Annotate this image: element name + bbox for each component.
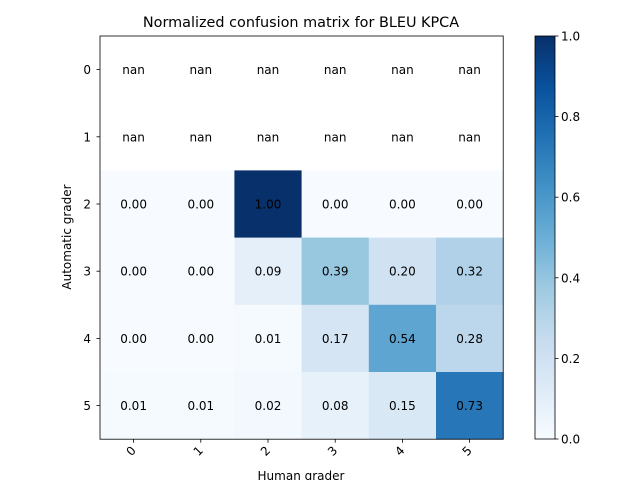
heatmap-cell	[100, 103, 168, 171]
cell-value-label: nan	[257, 130, 280, 144]
heatmap-cell	[301, 103, 370, 171]
x-tick-label: 3	[325, 443, 340, 458]
heatmap-cell	[301, 372, 370, 440]
x-tick-label: 2	[258, 443, 273, 458]
cell-value-label: 0.01	[255, 332, 282, 346]
heatmap-cell	[167, 36, 235, 104]
heatmap-cell	[167, 237, 235, 306]
y-tick-label: 4	[83, 332, 91, 346]
heatmap-cell	[234, 304, 302, 373]
cell-value-label: 0.08	[322, 399, 349, 413]
heatmap-matrix: nan nan nan nan nan nan nan nan nan nan nan nan 0.00…	[83, 35, 504, 459]
cell-value-label: 0.00	[322, 198, 349, 212]
heatmap-cell	[368, 103, 437, 171]
cell-value-label: 0.28	[456, 332, 483, 346]
colorbar-tick-label: 0.4	[561, 271, 580, 285]
cell-value-label: 0.39	[322, 265, 349, 279]
cell-value-label: 0.01	[120, 399, 147, 413]
cell-value-label: 0.20	[389, 265, 416, 279]
colorbar-gradient	[534, 35, 556, 440]
heatmap-cell	[436, 372, 504, 440]
x-tick-label: 0	[123, 443, 138, 458]
cell-value-label: 0.09	[255, 265, 282, 279]
x-axis-label: Human grader	[258, 469, 345, 480]
cell-value-label: 0.00	[120, 332, 147, 346]
cell-value-label: nan	[391, 130, 414, 144]
cell-value-label: 0.73	[456, 399, 483, 413]
cell-value-label: nan	[122, 130, 145, 144]
y-tick-label: 0	[83, 63, 91, 77]
heatmap-cell	[100, 237, 168, 306]
cell-value-label: 0.54	[389, 332, 416, 346]
y-tick-label: 1	[83, 130, 91, 144]
cell-value-label: 0.00	[120, 198, 147, 212]
cell-value-label: nan	[458, 130, 481, 144]
heatmap-cell	[368, 237, 437, 306]
heatmap-cell	[167, 103, 235, 171]
heatmap-cell	[100, 170, 168, 238]
cell-value-label: 0.00	[389, 198, 416, 212]
heatmap-cell	[234, 36, 302, 104]
heatmap-cell	[436, 103, 504, 171]
heatmap-cell	[234, 237, 302, 306]
heatmap-cell	[234, 103, 302, 171]
cell-value-label: nan	[257, 63, 280, 77]
heatmap-cell	[436, 36, 504, 104]
cell-value-label: 0.02	[255, 399, 282, 413]
heatmap-cell	[301, 237, 370, 306]
heatmap-cell	[234, 170, 302, 238]
cell-value-label: nan	[190, 130, 213, 144]
heatmap-cell	[167, 372, 235, 440]
heatmap-cell	[100, 304, 168, 373]
y-tick-label: 5	[83, 399, 91, 413]
colorbar-tick-label: 0.6	[561, 191, 580, 205]
heatmap-cell	[301, 36, 370, 104]
cell-value-label: 0.17	[322, 332, 349, 346]
heatmap-cell	[234, 372, 302, 440]
colorbar-tick-label: 0.8	[561, 110, 580, 124]
heatmap-cell	[436, 170, 504, 238]
cell-value-label: 0.32	[456, 265, 483, 279]
heatmap-cell	[368, 372, 437, 440]
heatmap-cell	[301, 170, 370, 238]
colorbar: 0.0 0.2 0.4 0.6 0.8 1.0	[534, 30, 580, 447]
cell-value-label: 0.00	[456, 198, 483, 212]
heatmap-cell	[436, 304, 504, 373]
cell-value-label: nan	[391, 63, 414, 77]
cell-value-label: 0.00	[120, 265, 147, 279]
heatmap-cell	[301, 304, 370, 373]
heatmap-cell	[436, 237, 504, 306]
heatmap-cell	[100, 372, 168, 440]
cell-value-label: 0.15	[389, 399, 416, 413]
cell-value-label: 0.01	[187, 399, 214, 413]
heatmap-cell	[167, 304, 235, 373]
heatmap-cell	[167, 170, 235, 238]
y-tick-label: 2	[83, 198, 91, 212]
x-tick-label: 1	[191, 443, 206, 458]
cell-value-label: nan	[458, 63, 481, 77]
cell-value-label: nan	[122, 63, 145, 77]
colorbar-tick-label: 0.2	[561, 352, 580, 366]
heatmap-cell	[368, 36, 437, 104]
cell-value-label: nan	[190, 63, 213, 77]
cell-value-label: 0.00	[187, 265, 214, 279]
cell-value-label: nan	[324, 130, 347, 144]
heatmap-cell	[368, 304, 437, 373]
colorbar-tick-label: 0.0	[561, 433, 580, 447]
colorbar-tick-label: 1.0	[561, 30, 580, 44]
cell-value-label: 1.00	[255, 198, 282, 212]
heatmap-cell	[368, 170, 437, 238]
cell-value-label: nan	[324, 63, 347, 77]
y-axis-label: Automatic grader	[60, 184, 74, 289]
plot-frame	[99, 35, 504, 440]
x-tick-label: 4	[392, 443, 407, 458]
y-tick-label: 3	[83, 265, 91, 279]
x-tick-label: 5	[459, 443, 474, 458]
cell-value-label: 0.00	[187, 198, 214, 212]
cell-value-label: 0.00	[187, 332, 214, 346]
chart-title: Normalized confusion matrix for BLEU KPC…	[143, 15, 459, 31]
heatmap-cell	[100, 36, 168, 104]
